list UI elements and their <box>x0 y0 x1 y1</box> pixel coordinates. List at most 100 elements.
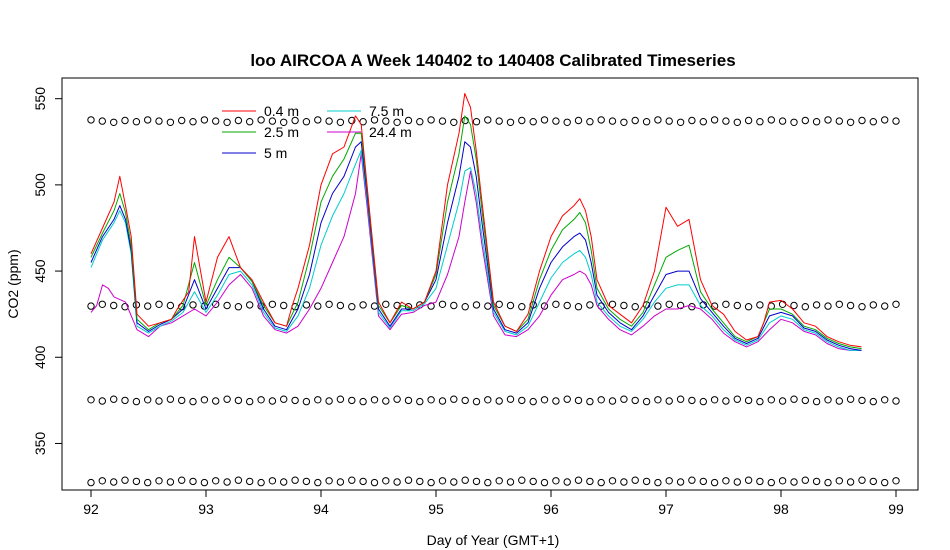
reference-marker <box>189 397 197 406</box>
reference-marker <box>824 478 832 487</box>
reference-marker <box>631 476 639 484</box>
reference-marker <box>246 477 254 486</box>
reference-marker <box>790 118 798 127</box>
reference-marker <box>359 301 367 309</box>
reference-marker <box>892 477 900 485</box>
series-line-7-5-m <box>90 149 862 351</box>
reference-marker <box>472 118 481 126</box>
reference-marker <box>710 116 719 124</box>
reference-marker <box>450 478 458 486</box>
reference-marker <box>280 118 288 127</box>
reference-marker <box>654 116 662 124</box>
reference-marker <box>869 477 877 486</box>
reference-marker <box>234 396 243 405</box>
reference-marker <box>212 117 220 125</box>
reference-marker <box>484 302 492 310</box>
reference-marker <box>540 116 549 124</box>
reference-marker <box>404 116 413 125</box>
reference-marker <box>767 478 775 487</box>
reference-marker <box>620 395 628 403</box>
reference-marker <box>722 477 730 485</box>
reference-marker <box>223 301 231 310</box>
reference-marker <box>291 116 299 125</box>
reference-marker <box>348 396 356 405</box>
reference-marker <box>495 300 503 308</box>
reference-marker <box>144 116 152 124</box>
reference-marker <box>416 118 424 126</box>
reference-marker <box>767 116 775 124</box>
reference-marker <box>586 118 594 126</box>
reference-marker <box>268 117 277 125</box>
reference-marker <box>744 303 753 311</box>
legend-label: 5 m <box>264 145 287 161</box>
reference-marker <box>495 117 503 125</box>
reference-marker <box>257 116 265 124</box>
reference-marker <box>574 476 583 484</box>
reference-marker <box>812 397 821 406</box>
reference-marker <box>268 300 277 308</box>
reference-marker <box>314 478 322 487</box>
reference-marker <box>382 117 390 125</box>
reference-marker <box>110 118 118 127</box>
y-tick-label: 350 <box>32 432 48 456</box>
reference-marker <box>767 396 775 404</box>
reference-marker <box>824 396 832 404</box>
reference-marker <box>98 397 107 405</box>
reference-marker <box>87 116 95 124</box>
reference-marker <box>110 301 118 310</box>
reference-marker <box>869 397 877 406</box>
reference-marker <box>801 303 809 311</box>
reference-marker <box>484 116 492 124</box>
reference-marker <box>484 396 492 404</box>
reference-marker <box>733 301 741 310</box>
reference-marker <box>858 476 866 484</box>
series-line-24-4-m <box>90 153 862 351</box>
reference-marker <box>416 477 424 486</box>
reference-marker <box>540 302 549 310</box>
series-lines <box>90 93 862 351</box>
reference-marker <box>620 118 628 127</box>
reference-marker <box>790 395 798 403</box>
reference-marker <box>178 396 186 405</box>
reference-marker <box>416 397 424 406</box>
reference-marker <box>608 477 617 485</box>
reference-marker <box>325 477 333 485</box>
reference-marker <box>881 396 889 404</box>
reference-marker <box>370 478 379 487</box>
reference-marker <box>336 301 345 310</box>
reference-marker <box>835 397 843 405</box>
reference-marker <box>223 118 231 127</box>
reference-marker <box>121 396 129 405</box>
reference-marker <box>166 118 175 127</box>
reference-marker <box>280 301 288 310</box>
reference-marker <box>223 478 231 486</box>
reference-marker <box>178 116 186 125</box>
reference-marker <box>676 478 685 486</box>
reference-marker <box>212 300 220 308</box>
reference-marker <box>846 301 855 310</box>
reference-marker <box>676 301 685 310</box>
reference-marker <box>280 395 288 403</box>
reference-marker <box>665 300 673 308</box>
reference-marker <box>744 476 753 484</box>
reference-marker <box>733 478 741 486</box>
x-tick-label: 92 <box>83 501 99 517</box>
reference-marker <box>801 116 809 125</box>
reference-marker <box>200 396 209 404</box>
reference-marker <box>393 478 401 486</box>
reference-marker <box>812 301 821 309</box>
reference-marker <box>178 476 186 484</box>
reference-marker <box>427 302 435 310</box>
reference-marker <box>722 117 730 125</box>
reference-marker <box>563 478 571 486</box>
reference-marker <box>563 395 571 403</box>
reference-marker <box>597 116 605 124</box>
reference-marker <box>280 478 288 486</box>
reference-marker <box>212 477 220 485</box>
reference-marker <box>246 397 254 406</box>
reference-marker <box>699 397 707 406</box>
reference-marker <box>314 396 322 404</box>
x-tick-label: 94 <box>313 501 329 517</box>
reference-marker <box>302 118 311 126</box>
